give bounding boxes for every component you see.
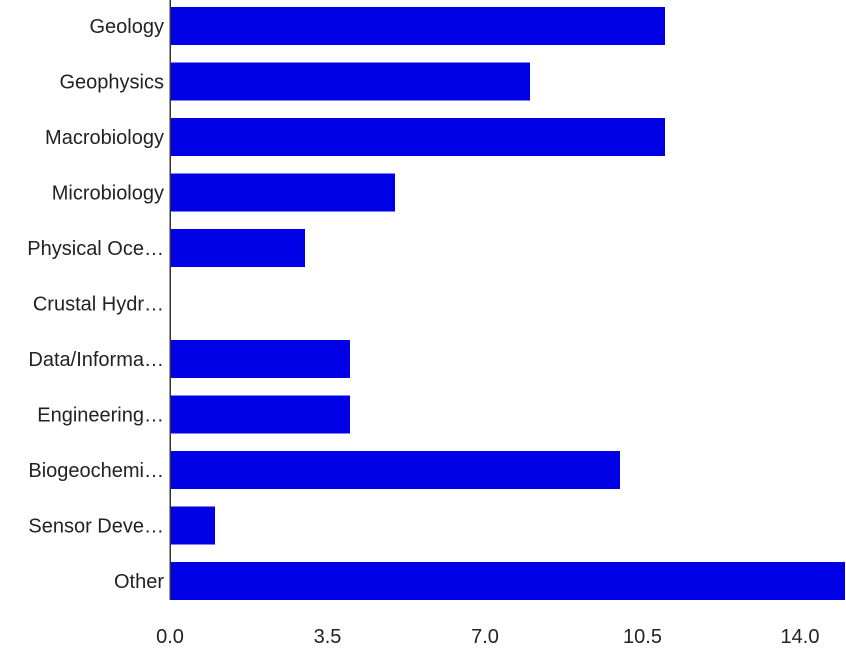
category-label: Geology [90,16,165,38]
x-tick-label: 0.0 [156,626,184,648]
bar [170,118,665,156]
category-label: Crustal Hydr… [33,294,164,316]
x-tick-label: 14.0 [781,626,820,648]
bar [170,451,620,489]
category-label: Biogeochemi… [28,460,164,482]
category-label: Engineering… [37,405,164,427]
category-label: Microbiology [52,183,164,205]
category-label: Data/Informa… [28,349,164,371]
bars-group [170,7,845,600]
category-label: Geophysics [60,72,165,94]
x-tick-label: 3.5 [314,626,342,648]
bar [170,506,215,545]
bar [170,562,845,600]
x-axis-ticks: 0.0 3.5 7.0 10.5 14.0 [156,626,819,648]
category-label: Other [114,571,164,593]
bar [170,7,665,45]
bar [170,340,350,378]
category-label: Physical Oce… [27,238,164,260]
bar [170,173,395,212]
category-labels: Geology Geophysics Macrobiology Microbiolog… [27,16,164,593]
bar [170,229,305,267]
bar [170,62,530,101]
x-tick-label: 10.5 [623,626,662,648]
x-tick-label: 7.0 [471,626,499,648]
category-label: Macrobiology [45,127,164,149]
bar [170,395,350,434]
category-label: Sensor Deve… [28,516,164,538]
